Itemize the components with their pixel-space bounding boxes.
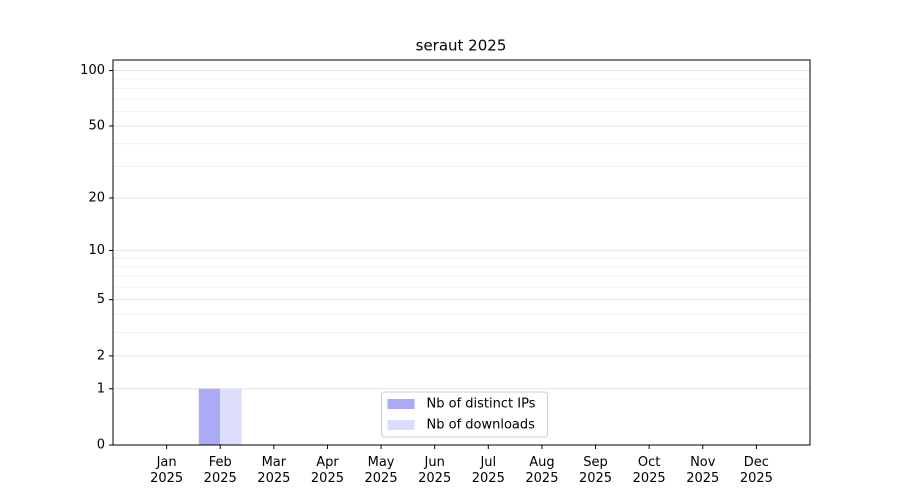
y-tick-label: 50 — [88, 118, 105, 133]
x-tick-label: Apr 2025 — [311, 455, 344, 486]
x-tick-label: Dec 2025 — [740, 455, 773, 486]
plot-frame — [112, 59, 811, 446]
x-tick-label: Jul 2025 — [472, 455, 505, 486]
y-tick-label: 20 — [88, 190, 105, 205]
bar — [198, 388, 221, 445]
legend-swatch — [387, 399, 415, 409]
legend: Nb of distinct IPs Nb of downloads — [381, 391, 548, 438]
x-tick-label: Nov 2025 — [686, 455, 719, 486]
x-tick-label: Jun 2025 — [418, 455, 451, 486]
legend-label: Nb of distinct IPs — [427, 397, 536, 412]
y-tick-label: 0 — [97, 438, 105, 453]
x-tick-label: Mar 2025 — [257, 455, 290, 486]
x-tick-label: Feb 2025 — [204, 455, 237, 486]
y-tick-label: 100 — [80, 63, 105, 78]
legend-frame — [381, 391, 548, 438]
y-tick-label: 5 — [97, 292, 105, 307]
x-tick-label: Sep 2025 — [579, 455, 612, 486]
legend-label: Nb of downloads — [427, 418, 536, 433]
x-tick-label: May 2025 — [365, 455, 398, 486]
y-tick-label: 10 — [88, 243, 105, 258]
x-tick-label: Oct 2025 — [633, 455, 666, 486]
y-tick-label: 1 — [97, 381, 105, 396]
bar — [220, 388, 242, 445]
x-tick-label: Jan 2025 — [150, 455, 183, 486]
chart-title: seraut 2025 — [416, 37, 507, 55]
y-tick-label: 2 — [97, 348, 105, 363]
x-tick-label: Aug 2025 — [525, 455, 558, 486]
legend-swatch — [387, 420, 415, 430]
